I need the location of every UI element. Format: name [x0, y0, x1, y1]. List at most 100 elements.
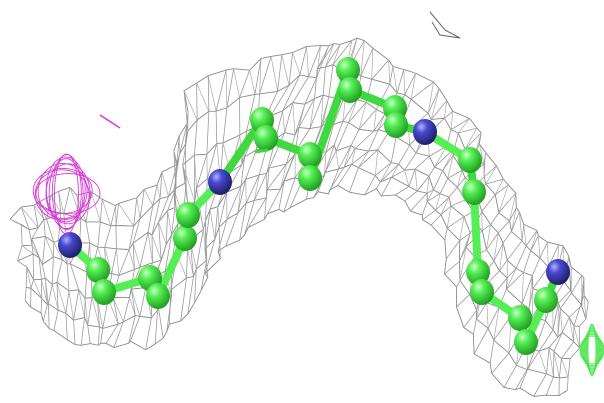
atoms — [58, 57, 570, 355]
green-mesh — [585, 326, 599, 374]
mesh-line — [435, 193, 441, 211]
mesh-line — [404, 127, 477, 202]
mesh-line — [483, 152, 486, 177]
mesh-line — [558, 295, 585, 396]
mesh-line — [292, 52, 301, 75]
mesh-line — [317, 59, 389, 192]
carbon-atom — [298, 142, 322, 168]
mesh-line — [68, 290, 74, 321]
mesh-line — [187, 83, 198, 315]
mesh-line — [101, 198, 112, 226]
mesh-line — [207, 75, 217, 112]
mesh-line — [118, 203, 135, 227]
green-mesh — [581, 332, 603, 368]
mesh-line — [545, 277, 585, 396]
mesh-line — [298, 104, 306, 128]
carbon-atom — [508, 305, 532, 331]
magenta-mesh — [37, 163, 88, 219]
mesh-line — [486, 302, 489, 329]
carbon-atom — [336, 57, 360, 83]
mesh-line — [427, 81, 434, 114]
mesh-line — [100, 203, 119, 344]
mesh-line — [391, 164, 399, 178]
mesh-line — [457, 118, 470, 134]
carbon-atom — [466, 259, 490, 285]
mesh-line — [351, 148, 356, 165]
magenta-mesh — [34, 169, 90, 221]
mesh-line — [486, 224, 491, 250]
mesh-line — [147, 232, 153, 263]
mesh-line — [183, 90, 198, 121]
nitrogen-atom — [58, 232, 82, 258]
mesh-line — [538, 351, 547, 374]
mesh-line — [521, 272, 524, 304]
mesh-line — [209, 209, 216, 240]
mesh-line — [403, 69, 406, 95]
mesh-line — [282, 110, 285, 133]
mesh-line — [430, 88, 440, 120]
green-mesh — [587, 323, 597, 377]
mesh-line — [377, 113, 386, 130]
mesh-line — [129, 297, 136, 316]
mesh-line — [46, 195, 55, 329]
mesh-line — [182, 164, 196, 202]
magenta-mesh — [51, 154, 82, 231]
mesh-line — [388, 60, 391, 85]
mesh-line — [414, 169, 418, 192]
magenta-fragment — [99, 114, 121, 129]
mesh-line — [328, 66, 394, 195]
mesh-line — [518, 211, 523, 241]
mesh-line — [194, 75, 210, 303]
green-mesh — [586, 325, 598, 375]
mesh-line — [404, 170, 410, 187]
carbon-atom — [338, 77, 362, 103]
mesh-line — [270, 56, 278, 92]
mesh-line — [267, 43, 335, 214]
mesh-line — [104, 247, 113, 274]
mesh-line — [373, 109, 377, 132]
carbon-atom — [92, 279, 116, 305]
magenta-mesh — [54, 153, 79, 235]
carbon-atom — [470, 279, 494, 305]
green-mesh — [582, 331, 602, 369]
mesh-line — [306, 46, 309, 77]
mesh-line — [459, 246, 467, 281]
mesh-line — [112, 297, 124, 322]
mesh-line — [278, 44, 341, 210]
mesh-line — [196, 82, 210, 112]
mesh-line — [173, 150, 177, 168]
mesh-line — [434, 146, 447, 168]
mesh-line — [259, 58, 262, 94]
mesh-line — [217, 56, 272, 252]
green-mesh — [584, 328, 600, 372]
mesh-line — [568, 317, 575, 342]
carbon-atom — [384, 112, 408, 138]
mesh-line — [128, 185, 158, 344]
mesh-line — [523, 224, 527, 246]
mesh-line — [444, 192, 517, 275]
mesh-line — [20, 206, 39, 228]
mesh-line — [528, 275, 533, 309]
nitrogen-atom — [413, 119, 437, 145]
mesh-line — [56, 281, 67, 314]
mesh-line — [429, 11, 461, 39]
carbon-atom — [534, 287, 558, 313]
mesh-line — [91, 297, 100, 328]
mesh-line — [322, 96, 330, 125]
carbon-atom — [462, 179, 486, 205]
mesh-line — [113, 189, 145, 348]
mesh-line — [325, 43, 335, 68]
mesh-line — [343, 145, 352, 168]
mesh-line — [509, 192, 517, 221]
mesh-line — [547, 242, 549, 267]
mesh-line — [44, 277, 49, 304]
mesh-line — [217, 206, 220, 228]
mesh-line — [9, 218, 30, 231]
mesh-line — [457, 170, 463, 188]
mesh-line — [33, 279, 43, 299]
mesh-line — [26, 267, 32, 289]
mesh-line — [136, 197, 141, 219]
mesh-line — [128, 249, 135, 270]
mesh-line — [456, 207, 517, 288]
